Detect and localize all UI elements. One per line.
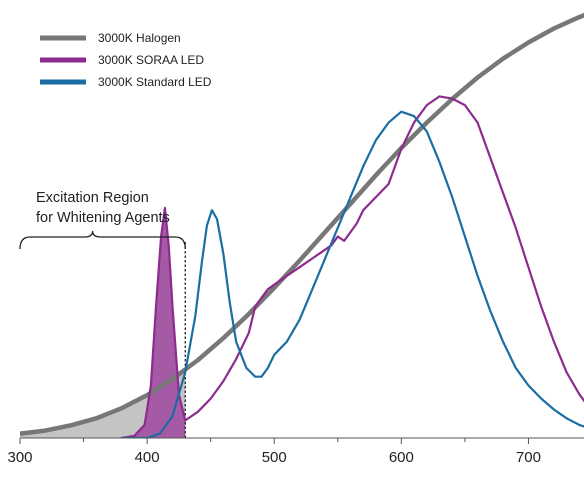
excitation-region-fill xyxy=(20,369,186,438)
series-line-3000k-soraa-led xyxy=(120,95,584,438)
legend-label-1: 3000K SORAA LED xyxy=(98,53,204,67)
legend-label-2: 3000K Standard LED xyxy=(98,75,212,89)
series-line-3000k-halogen xyxy=(20,12,584,436)
x-tick-label-500: 500 xyxy=(262,449,287,466)
legend: 3000K Halogen 3000K SORAA LED 3000K Standa… xyxy=(40,31,212,89)
x-tick-label-300: 300 xyxy=(7,449,32,466)
series-line-3000k-standard-led xyxy=(120,110,584,438)
excitation-bracket xyxy=(19,230,186,250)
x-tick-label-700: 700 xyxy=(516,449,541,466)
x-tick-label-400: 400 xyxy=(135,449,160,466)
annotation-line-1: Excitation Region xyxy=(36,190,149,206)
annotation-line-2: for Whitening Agents xyxy=(36,210,170,226)
x-tick-label-600: 600 xyxy=(389,449,414,466)
legend-label-0: 3000K Halogen xyxy=(98,31,181,45)
